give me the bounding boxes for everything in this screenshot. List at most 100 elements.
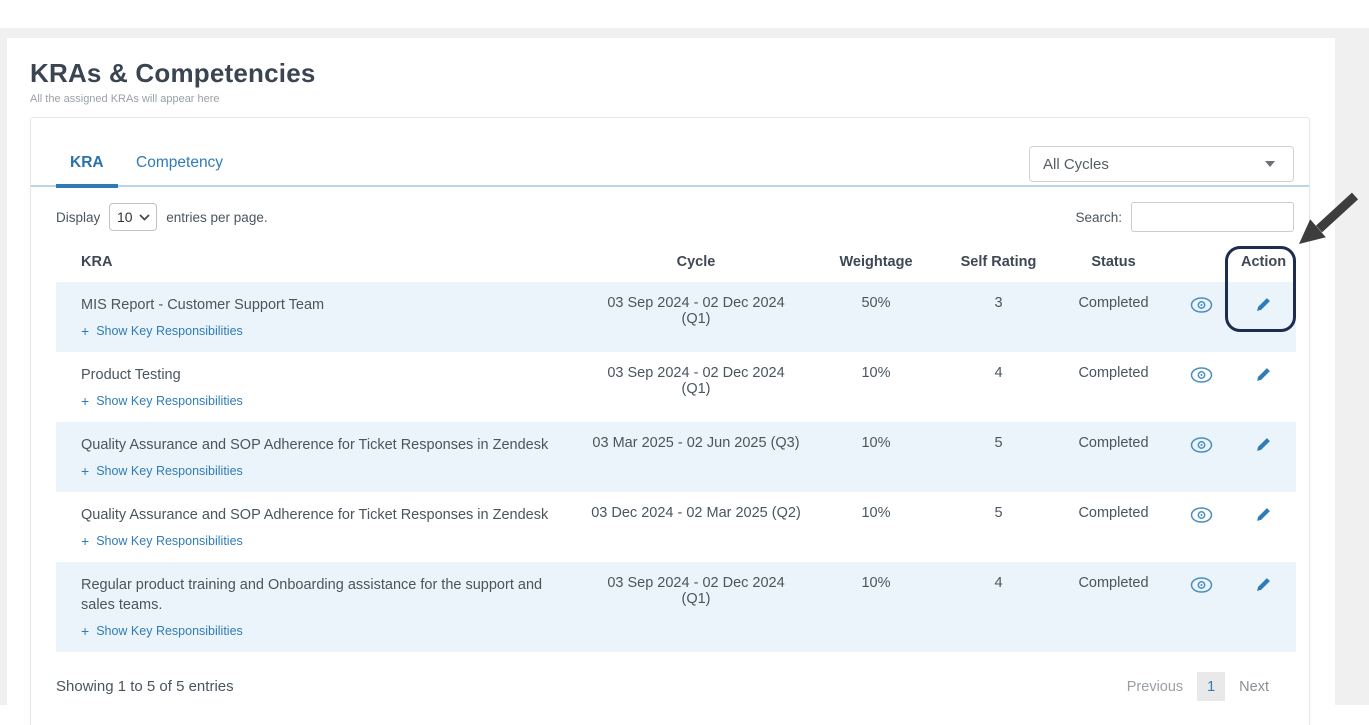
page-size-control: Display 10 entries per page. (56, 203, 268, 231)
view-cell (1171, 492, 1231, 562)
view-cell (1171, 562, 1231, 652)
cycle-cell: 03 Mar 2025 - 02 Jun 2025 (Q3) (592, 435, 800, 451)
entries-per-page-label: entries per page. (166, 209, 268, 225)
action-cell (1231, 352, 1296, 422)
cycle-filter-value: All Cycles (1043, 155, 1109, 173)
eye-icon[interactable] (1190, 297, 1213, 317)
cycle-cell: 03 Sep 2024 - 02 Dec 2024 (Q1) (607, 365, 785, 397)
show-key-responsibilities-link[interactable]: + Show Key Responsibilities (81, 464, 571, 478)
status-cell: Completed (1078, 575, 1149, 591)
table-row: MIS Report - Customer Support Team + Show… (56, 282, 1296, 352)
kra-title: MIS Report - Customer Support Team (81, 297, 325, 313)
show-key-responsibilities-link[interactable]: + Show Key Responsibilities (81, 534, 571, 548)
self-rating-cell: 4 (994, 575, 1003, 591)
col-header-kra: KRA (81, 254, 113, 270)
view-cell (1171, 422, 1231, 492)
cycle-cell: 03 Sep 2024 - 02 Dec 2024 (Q1) (607, 575, 785, 607)
status-cell: Completed (1078, 505, 1149, 521)
entries-summary: Showing 1 to 5 of 5 entries (56, 678, 234, 695)
pencil-icon[interactable] (1256, 577, 1271, 596)
status-cell: Completed (1078, 435, 1149, 451)
action-cell (1231, 492, 1296, 562)
status-cell: Completed (1078, 365, 1149, 381)
table-header-row: KRA Cycle Weightage Self Rating Status A… (56, 242, 1296, 282)
view-cell (1171, 352, 1231, 422)
table-row: Regular product training and Onboarding … (56, 562, 1296, 652)
weightage-cell: 50% (861, 295, 891, 311)
tab-kra[interactable]: KRA (56, 154, 118, 188)
previous-page-button[interactable]: Previous (1126, 678, 1184, 695)
kra-cell: Regular product training and Onboarding … (56, 562, 581, 652)
chevron-down-icon (138, 213, 150, 221)
table-row: Quality Assurance and SOP Adherence for … (56, 422, 1296, 492)
search-input[interactable] (1131, 202, 1294, 232)
show-key-responsibilities-label: Show Key Responsibilities (96, 534, 243, 548)
show-key-responsibilities-label: Show Key Responsibilities (96, 394, 243, 408)
col-header-self-rating: Self Rating (960, 254, 1037, 270)
kra-title: Product Testing (81, 367, 181, 383)
pagination: Previous 1 Next (1127, 672, 1269, 701)
tab-competency[interactable]: Competency (136, 154, 224, 171)
plus-icon: + (81, 533, 90, 549)
chevron-down-icon (1265, 161, 1275, 167)
pencil-icon[interactable] (1256, 297, 1271, 316)
table-row: Quality Assurance and SOP Adherence for … (56, 492, 1296, 562)
show-key-responsibilities-link[interactable]: + Show Key Responsibilities (81, 624, 571, 638)
eye-icon[interactable] (1190, 367, 1213, 387)
eye-icon[interactable] (1190, 437, 1213, 457)
page-header: KRAs & Competencies All the assigned KRA… (7, 38, 1335, 105)
weightage-cell: 10% (861, 365, 891, 381)
pencil-icon[interactable] (1256, 507, 1271, 526)
kra-table: KRA Cycle Weightage Self Rating Status A… (56, 242, 1296, 652)
search-control: Search: (1075, 202, 1294, 232)
show-key-responsibilities-link[interactable]: + Show Key Responsibilities (81, 324, 571, 338)
show-key-responsibilities-label: Show Key Responsibilities (96, 624, 243, 638)
cycle-cell: 03 Dec 2024 - 02 Mar 2025 (Q2) (591, 505, 801, 521)
kra-cell: Quality Assurance and SOP Adherence for … (56, 422, 581, 492)
weightage-cell: 10% (861, 505, 891, 521)
search-label: Search: (1075, 209, 1122, 225)
show-key-responsibilities-label: Show Key Responsibilities (96, 324, 243, 338)
weightage-cell: 10% (861, 435, 891, 451)
kra-card: All Cycles KRA Competency Display 10 ent… (30, 117, 1310, 725)
col-header-cycle: Cycle (676, 254, 716, 270)
current-page-button[interactable]: 1 (1197, 672, 1226, 701)
show-key-responsibilities-link[interactable]: + Show Key Responsibilities (81, 394, 571, 408)
plus-icon: + (81, 323, 90, 339)
plus-icon: + (81, 393, 90, 409)
eye-icon[interactable] (1190, 507, 1213, 527)
action-cell (1231, 422, 1296, 492)
table-row: Product Testing + Show Key Responsibiliti… (56, 352, 1296, 422)
kra-title: Quality Assurance and SOP Adherence for … (81, 507, 549, 523)
action-cell (1231, 282, 1296, 352)
cycle-filter-dropdown[interactable]: All Cycles (1029, 146, 1294, 182)
page-size-select[interactable]: 10 (109, 203, 158, 231)
pencil-icon[interactable] (1256, 367, 1271, 386)
self-rating-cell: 3 (994, 295, 1003, 311)
page-subtitle: All the assigned KRAs will appear here (30, 93, 220, 105)
plus-icon: + (81, 623, 90, 639)
self-rating-cell: 5 (994, 505, 1003, 521)
tab-bar: KRA Competency (31, 118, 1309, 188)
show-key-responsibilities-label: Show Key Responsibilities (96, 464, 243, 478)
table-footer: Showing 1 to 5 of 5 entries Previous 1 N… (31, 664, 1309, 711)
col-header-view (1171, 242, 1231, 282)
col-header-status: Status (1091, 254, 1136, 270)
kra-title: Quality Assurance and SOP Adherence for … (81, 437, 549, 453)
col-header-action: Action (1241, 254, 1287, 270)
self-rating-cell: 4 (994, 365, 1003, 381)
content-panel: KRAs & Competencies All the assigned KRA… (7, 38, 1335, 725)
pencil-icon[interactable] (1256, 437, 1271, 456)
status-cell: Completed (1078, 295, 1149, 311)
kra-title: Regular product training and Onboarding … (81, 577, 543, 613)
display-label: Display (56, 209, 101, 225)
weightage-cell: 10% (861, 575, 891, 591)
kra-cell: Quality Assurance and SOP Adherence for … (56, 492, 581, 562)
kra-cell: Product Testing + Show Key Responsibiliti… (56, 352, 581, 422)
col-header-weightage: Weightage (839, 254, 913, 270)
next-page-button[interactable]: Next (1239, 678, 1269, 695)
self-rating-cell: 5 (994, 435, 1003, 451)
page-title: KRAs & Competencies (30, 58, 316, 88)
eye-icon[interactable] (1190, 577, 1213, 597)
